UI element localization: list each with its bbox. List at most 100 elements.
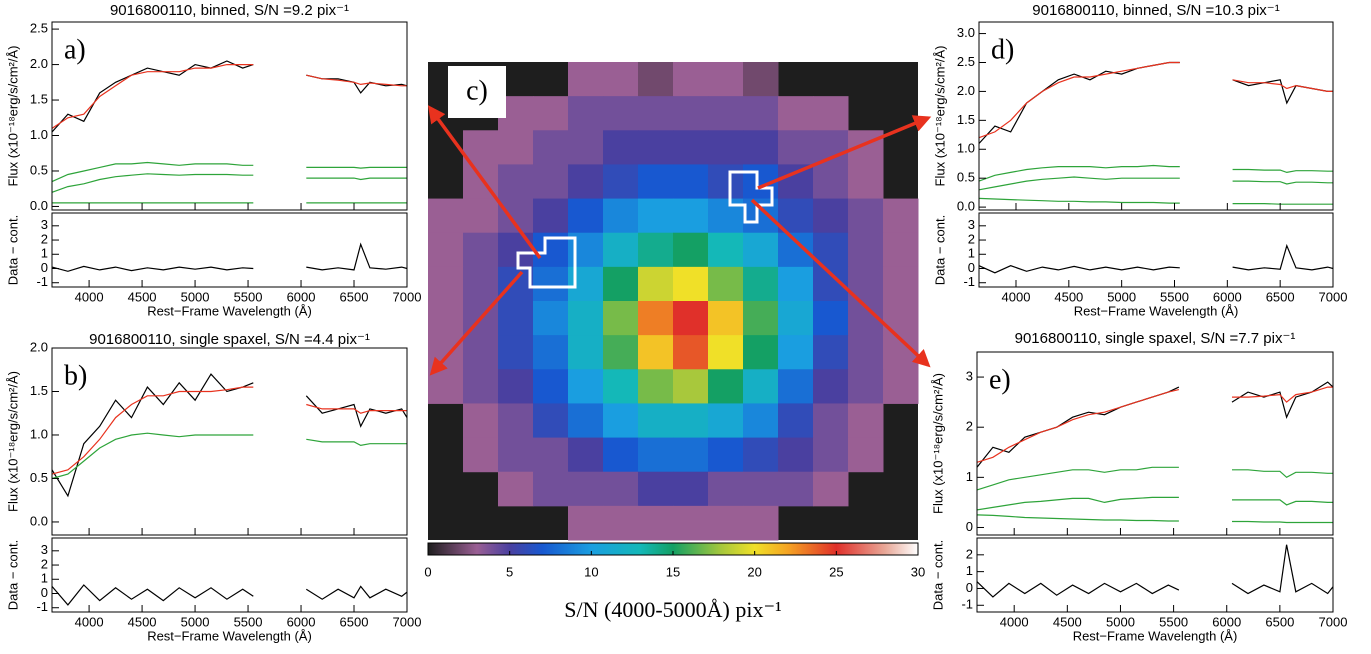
spectrum-line [976,386,1333,463]
x-tick-label: 5500 [1159,614,1188,629]
map-cell [778,96,814,131]
y-tick-label: 2 [966,546,973,561]
y-tick-label: -1 [36,599,48,614]
map-cell [568,335,604,370]
x-tick-label: 6000 [1212,614,1241,629]
plot-frame [51,347,408,536]
map-cell [533,198,569,234]
panel-label: e) [989,364,1011,395]
map-cell [568,62,604,97]
colorbar-tick-label: 20 [747,564,761,579]
map-cell [708,96,744,131]
map-cell [883,198,919,234]
spectrum-line [51,60,408,133]
x-axis-label: Rest−Frame Wavelength (Å) [1074,303,1239,318]
plot-frame [976,537,1334,613]
y-tick-label: 1.0 [30,426,48,441]
map-cell [498,198,534,234]
x-tick-label: 4000 [1000,614,1029,629]
x-tick-label: 4000 [75,614,104,629]
colorbar-tick-label: 15 [666,564,680,579]
map-cell [638,335,674,370]
map-cell [428,369,464,404]
x-tick-label: 5500 [1160,289,1189,304]
spectrum-line [978,164,1333,182]
map-cell [673,266,709,302]
map-cell [673,198,709,234]
arrow [429,270,524,376]
map-cell [603,505,639,541]
map-cell [743,62,779,97]
map-cell [603,96,639,131]
map-cell [498,471,534,507]
y-tick-label: 0 [41,585,48,600]
spectrum-line [978,243,1334,274]
y-tick-label: 1 [41,246,48,261]
spectrum-line [978,197,1333,205]
map-cell [743,369,779,404]
map-cell [708,335,744,370]
y-tick-label: -1 [36,274,48,289]
map-cell [708,266,744,302]
map-cell [638,437,674,473]
map-cell [498,301,534,336]
y-tick-label: 2 [968,231,975,246]
y-tick-label: 2.0 [30,339,48,354]
map-cell [673,232,709,268]
map-cell [813,437,849,473]
map-cell [673,471,709,507]
map-cell [883,369,919,404]
map-cell [498,437,534,473]
y-tick-label: 1 [966,563,973,578]
x-tick-label: 5000 [1106,614,1135,629]
panel-label: b) [64,360,87,391]
map-cell [463,403,499,439]
map-cell [673,335,709,370]
map-cell [813,335,849,370]
map-cell [428,335,464,370]
x-tick-label: 5000 [1107,289,1136,304]
map-cell [673,505,709,541]
y-tick-label: 1.5 [957,112,975,127]
colorbar-tick-label: 0 [424,564,431,579]
map-cell [463,335,499,370]
map-cell [568,198,604,234]
x-tick-label: 6500 [340,614,369,629]
map-cell [603,232,639,268]
panel-label: d) [991,34,1014,65]
map-cell [603,369,639,404]
map-cell [638,96,674,131]
y-axis-label: Flux (x10⁻¹⁸erg/s/cm²/Å) [932,46,947,187]
map-cell [743,437,779,473]
x-tick-label: 6000 [1213,289,1242,304]
map-cell [603,335,639,370]
x-tick-label: 5000 [181,289,210,304]
map-cell [813,301,849,336]
y-tick-label: 2 [41,556,48,571]
x-tick-label: 5000 [181,614,210,629]
y-tick-label: 0 [966,519,973,534]
map-cell [498,130,534,165]
map-cell [603,403,639,439]
y-tick-label: 0 [966,580,973,595]
map-cell [463,437,499,473]
map-cell [638,505,674,541]
spectrum-line [976,496,1333,511]
map-cell [883,266,919,302]
map-cell [743,96,779,131]
y-tick-label: -1 [961,597,973,612]
colorbar-tick-label: 30 [911,564,925,579]
map-cell [568,437,604,473]
x-tick-label: 6000 [287,614,316,629]
map-cell [708,301,744,336]
map-cell [708,369,744,404]
spectrum-line [51,584,408,606]
y-tick-label: 3 [968,217,975,232]
y-axis-label: Data − cont. [930,540,945,610]
map-cell [743,232,779,268]
map-cell [813,198,849,234]
plot-frame [51,212,408,288]
map-cell [498,232,534,268]
map-cell [638,62,674,97]
map-cell [638,301,674,336]
